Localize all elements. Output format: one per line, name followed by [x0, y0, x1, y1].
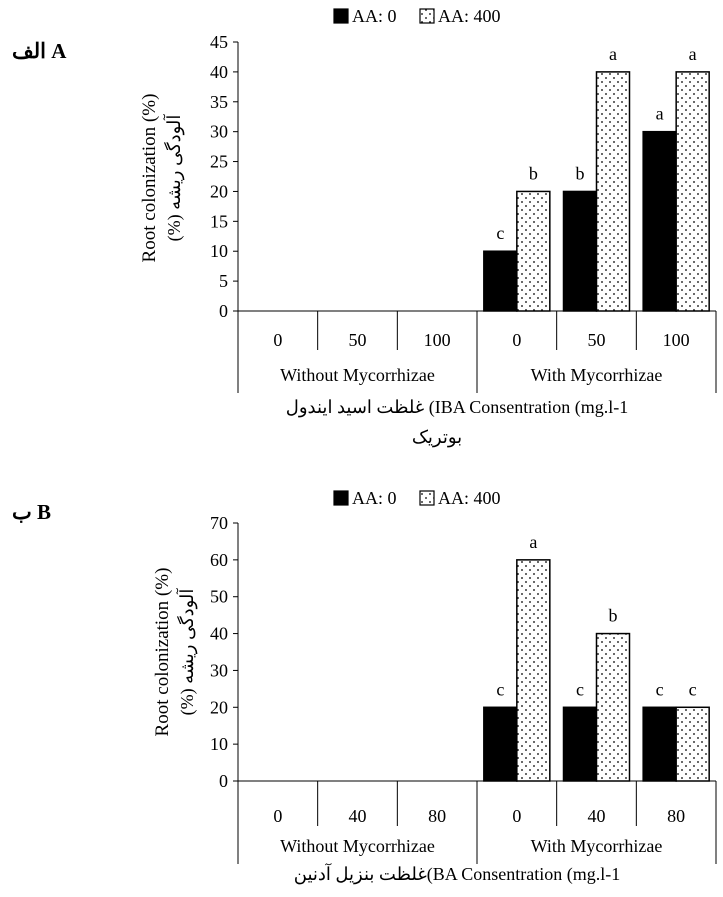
legend-swatch-aa0	[333, 8, 349, 24]
y-tick-label: 45	[210, 32, 228, 52]
chart-panel-a: الف A AA: 0 AA: 400 0 5 10 15 20 25 30 35 40 45 Root …	[12, 6, 717, 448]
legend-label: AA: 400	[438, 6, 501, 26]
x-tick-label: 40	[349, 806, 367, 826]
legend-swatch-aa400	[419, 490, 435, 506]
y-axis-label-persian: (%) آلودگی ریشه	[163, 114, 185, 242]
significance-letter: a	[609, 44, 617, 64]
bar-aa0	[483, 706, 518, 782]
x-tick-label: 0	[512, 806, 521, 826]
x-tick-label: 40	[588, 806, 606, 826]
y-tick-label: 30	[210, 660, 228, 680]
x-tick-label: 50	[588, 330, 606, 350]
y-tick-label: 35	[210, 92, 228, 112]
y-tick-label: 20	[210, 697, 228, 717]
y-tick-label: 0	[219, 771, 228, 791]
x-tick-label: 100	[424, 330, 451, 350]
y-axis-label: Root colonization (%)	[139, 94, 160, 263]
significance-letter: c	[576, 679, 584, 699]
y-tick-label: 60	[210, 550, 228, 570]
bar-aa400	[595, 71, 631, 312]
x-tick-label: 0	[273, 806, 282, 826]
bar-aa0	[562, 706, 598, 782]
x-axis-label: غلظت اسید ایندول (IBA Consentration (mg.…	[286, 397, 628, 418]
bar-aa0	[562, 190, 598, 312]
significance-letter: c	[496, 679, 504, 699]
legend-swatch-aa0	[333, 490, 349, 506]
x-tick-label: 50	[349, 330, 367, 350]
significance-letter: a	[529, 532, 537, 552]
x-tick-label: 80	[428, 806, 446, 826]
x-group-label: With Mycorrhizae	[531, 365, 663, 385]
y-tick-label: 50	[210, 587, 228, 607]
y-tick-label: 30	[210, 122, 228, 142]
significance-letter: b	[529, 163, 538, 183]
legend-swatch-aa400	[419, 8, 435, 24]
panel-label: ب B	[12, 500, 51, 524]
y-tick-label: 15	[210, 211, 228, 231]
legend-label: AA: 0	[352, 488, 397, 508]
bar-aa0	[642, 130, 677, 312]
bar-aa0	[483, 250, 518, 312]
y-tick-label: 20	[210, 181, 228, 201]
bar-aa400	[675, 706, 710, 782]
legend: AA: 0 AA: 400	[333, 6, 501, 26]
significance-letter: b	[576, 163, 585, 183]
x-tick-label: 0	[512, 330, 521, 350]
bar-aa400	[516, 190, 551, 312]
x-group-label: Without Mycorrhizae	[280, 836, 435, 856]
y-tick-label: 40	[210, 624, 228, 644]
legend-label: AA: 400	[438, 488, 501, 508]
bar-aa400	[595, 632, 631, 782]
x-group-label: Without Mycorrhizae	[280, 365, 435, 385]
y-axis-label-persian: (%) آلودگی ریشه	[176, 588, 198, 716]
x-tick-label: 0	[273, 330, 282, 350]
significance-letter: a	[689, 44, 697, 64]
y-tick-label: 70	[210, 513, 228, 533]
x-axis-label: غلظت بنزیل آدنین(BA Consentration (mg.l-…	[294, 863, 620, 885]
y-tick-label: 40	[210, 62, 228, 82]
x-tick-label: 100	[663, 330, 690, 350]
significance-letter: c	[656, 679, 664, 699]
legend-label: AA: 0	[352, 6, 397, 26]
y-axis-label: Root colonization (%)	[152, 568, 173, 737]
chart-panel-b: ب B AA: 0 AA: 400 0 10 20 30 40 50 60 70 Root colon…	[12, 488, 717, 885]
significance-letter: a	[656, 104, 664, 124]
x-group-label: With Mycorrhizae	[531, 836, 663, 856]
x-axis-label-line2: بوتریک	[412, 427, 462, 448]
significance-letter: c	[496, 223, 504, 243]
y-tick-label: 5	[219, 271, 228, 291]
significance-letter: b	[609, 606, 618, 626]
y-tick-label: 0	[219, 301, 228, 321]
y-tick-label: 10	[210, 241, 228, 261]
bar-aa0	[642, 706, 677, 782]
bar-aa400	[675, 71, 710, 312]
significance-letter: c	[689, 679, 697, 699]
x-tick-label: 80	[667, 806, 685, 826]
legend: AA: 0 AA: 400	[333, 488, 501, 508]
y-tick-label: 25	[210, 152, 228, 172]
y-tick-label: 10	[210, 734, 228, 754]
bar-aa400	[516, 559, 551, 782]
panel-label: الف A	[12, 39, 67, 63]
